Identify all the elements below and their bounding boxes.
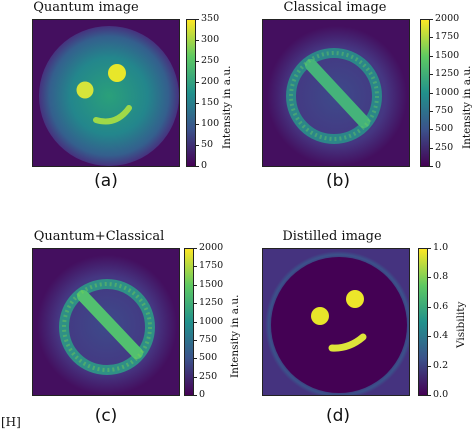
colorbar-tick-mark [194,248,197,249]
colorbar-tick-mark [430,147,433,149]
colorbar-tick-label: 0.4 [433,330,449,342]
colorbar-tick-mark [194,376,197,378]
colorbar-tick-mark [194,284,197,286]
panel-a-image [32,19,180,167]
no-sign-bar [305,59,370,128]
colorbar-tick-mark [196,145,199,146]
colorbar-tick-label: 1750 [435,31,460,43]
colorbar-tick-label: 250 [201,55,220,66]
colorbar-tick-mark [430,19,433,20]
panel-d-image [262,248,410,396]
no-sign-ring [59,279,155,375]
smiley-right-eye [108,64,126,82]
colorbar-tick-label: 2000 [199,242,224,253]
colorbar-tick-label: 0.6 [433,300,449,312]
colorbar-tick-mark [194,358,197,360]
colorbar-tick-label: 100 [201,118,220,129]
colorbar-tick-mark [194,303,197,305]
colorbar-tick-mark [428,365,431,367]
panel-b-tag: (b) [325,171,351,191]
colorbar-tick-label: 150 [201,97,220,108]
panel-c-image [32,248,180,396]
colorbar-tick-label: 1750 [199,260,224,272]
colorbar-tick-label: 0.8 [433,271,449,283]
colorbar-tick-mark [196,40,199,41]
colorbar-tick-mark [428,336,431,338]
panel-a-colorbar [186,19,196,167]
colorbar-tick-label: 1500 [199,278,224,290]
colorbar-tick-mark [196,19,199,20]
colorbar-tick-mark [196,61,199,62]
footnote: [H] [1,415,21,429]
colorbar-tick-mark [430,37,433,39]
colorbar-tick-mark [430,55,433,57]
panel-b-colorbar [420,19,430,167]
colorbar-tick-label: 1.0 [433,242,449,253]
panel-c-tag: (c) [94,406,118,426]
colorbar-tick-mark [430,92,433,94]
colorbar-tick-label: 750 [199,333,218,345]
colorbar-tick-label: 350 [201,13,220,24]
smiley-mouth [93,105,132,125]
colorbar-tick-label: 500 [435,123,454,135]
colorbar-tick-mark [196,103,199,104]
colorbar-tick-label: 250 [199,370,218,382]
no-sign-ring [286,48,382,144]
colorbar-tick-mark [194,321,197,323]
colorbar-tick-label: 1500 [435,49,460,61]
colorbar-tick-label: 0 [435,160,442,171]
colorbar-tick-label: 1250 [199,297,224,309]
panel-b-colorbar-label: Intensity in a.u. [461,65,473,150]
colorbar-tick-label: 2000 [435,13,460,24]
colorbar-tick-label: 250 [435,141,454,153]
colorbar-tick-mark [430,129,433,131]
colorbar-tick-mark [430,74,433,76]
colorbar-tick-mark [428,277,431,279]
colorbar-tick-mark [430,110,433,112]
colorbar-tick-mark [194,339,197,341]
panel-c-colorbar [184,248,194,396]
colorbar-tick-label: 0.0 [433,389,449,400]
panel-d-colorbar-label: Visibility [455,301,467,348]
colorbar-tick-mark [194,266,197,268]
smiley-mouth [328,333,367,352]
colorbar-tick-label: 750 [435,104,454,116]
panel-a-colorbar-label: Intensity in a.u. [221,65,233,150]
colorbar-tick-label: 0 [199,389,206,400]
colorbar-tick-mark [428,306,431,308]
colorbar-tick-mark [194,395,197,396]
panel-a-title: Quantum image [33,0,139,15]
colorbar-tick-mark [428,248,431,249]
panel-d-title: Distilled image [282,229,382,244]
panel-c-colorbar-label: Intensity in a.u. [229,294,241,379]
colorbar-tick-mark [428,395,431,396]
colorbar-tick-label: 1000 [435,86,460,98]
smiley-right-eye [346,290,364,308]
panel-b-title: Classical image [283,0,387,15]
colorbar-tick-label: 1000 [199,315,224,327]
colorbar-tick-label: 0.2 [433,359,449,371]
panel-a-tag: (a) [94,171,118,191]
panel-b-image [262,19,410,167]
colorbar-tick-label: 50 [201,139,214,150]
panel-d-colorbar [418,248,428,396]
smiley-left-eye [311,307,329,325]
colorbar-tick-mark [196,82,199,83]
panel-c-title: Quantum+Classical [33,229,165,244]
panel-d-tag: (d) [325,406,351,426]
smiley-left-eye [76,81,94,99]
colorbar-tick-label: 500 [199,352,218,364]
colorbar-tick-label: 300 [201,34,220,45]
colorbar-tick-label: 0 [201,160,208,171]
colorbar-tick-label: 200 [201,76,220,87]
colorbar-tick-mark [430,166,433,167]
colorbar-tick-mark [196,166,199,167]
colorbar-tick-label: 1250 [435,68,460,80]
colorbar-tick-mark [196,124,199,125]
no-sign-bar [77,290,143,359]
